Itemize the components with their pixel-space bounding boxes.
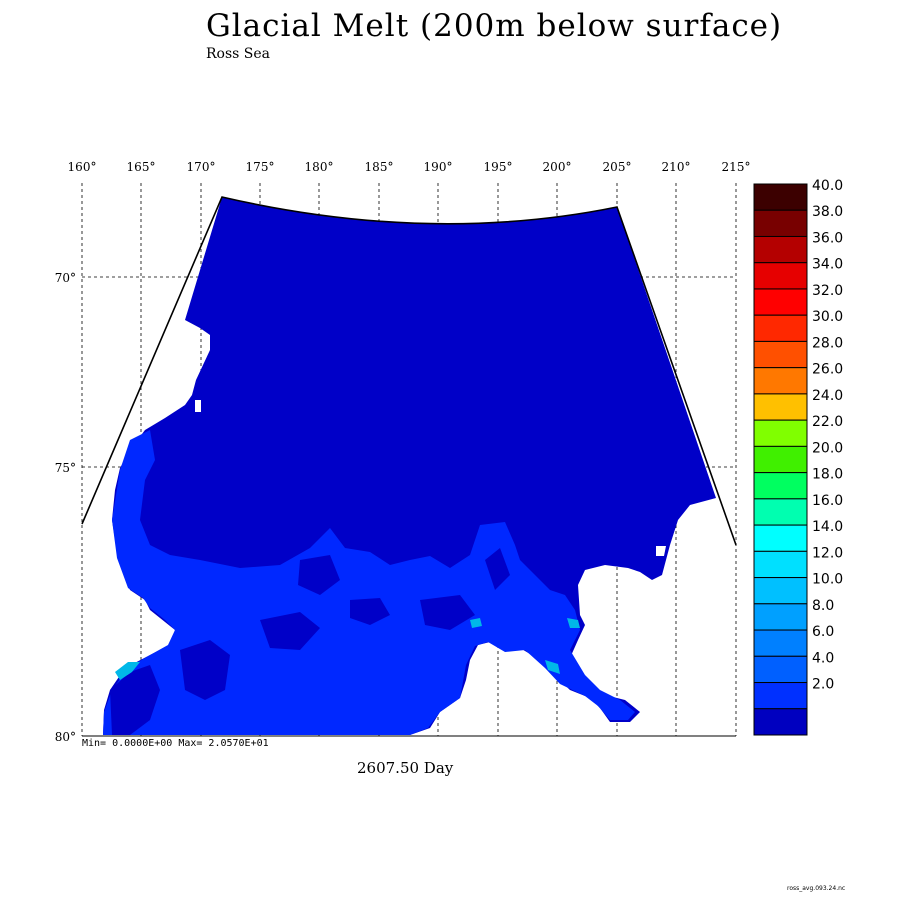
colorbar-swatch bbox=[753, 393, 808, 421]
chart-subtitle: Ross Sea bbox=[206, 46, 271, 62]
lon-tick: 180° bbox=[305, 160, 334, 174]
lon-tick: 160° bbox=[68, 160, 97, 174]
lon-tick-labels: 160° 165° 170° 175° 180° 185° 190° 195° … bbox=[68, 160, 751, 174]
lat-tick: 80° bbox=[55, 730, 76, 744]
lat-tick: 75° bbox=[55, 461, 76, 475]
lon-tick: 170° bbox=[187, 160, 216, 174]
lon-tick: 195° bbox=[484, 160, 513, 174]
ocean-streaks bbox=[110, 548, 510, 735]
colorbar-swatch bbox=[753, 419, 808, 447]
colorbar-label: 20.0 bbox=[812, 440, 843, 456]
colorbar-label: 28.0 bbox=[812, 335, 843, 351]
lon-tick: 190° bbox=[424, 160, 453, 174]
min-max-stats: Min= 0.0000E+00 Max= 2.0570E+01 bbox=[82, 738, 269, 749]
colorbar-swatch bbox=[753, 524, 808, 552]
lon-tick: 205° bbox=[603, 160, 632, 174]
colorbar-label: 2.0 bbox=[812, 677, 834, 693]
colorbar-label: 10.0 bbox=[812, 572, 843, 588]
colorbar-swatch bbox=[753, 183, 808, 211]
colorbar-label: 38.0 bbox=[812, 204, 843, 220]
filename-label: ross_avg.093.24.nc bbox=[787, 885, 846, 892]
colorbar-swatch bbox=[753, 445, 808, 474]
colorbar-label: 40.0 bbox=[812, 178, 843, 194]
colorbar-label: 4.0 bbox=[812, 650, 834, 666]
lon-tick: 200° bbox=[543, 160, 572, 174]
colorbar-label: 18.0 bbox=[812, 467, 843, 483]
colorbar-swatch bbox=[753, 367, 808, 395]
colorbar-swatch bbox=[753, 288, 808, 316]
colorbar-swatch bbox=[753, 262, 808, 290]
chart-title: Glacial Melt (200m below surface) bbox=[206, 8, 783, 44]
high-melt-spots bbox=[115, 618, 580, 680]
map-boundary bbox=[81, 196, 737, 546]
lon-tick: 185° bbox=[365, 160, 394, 174]
lon-tick: 165° bbox=[127, 160, 156, 174]
colorbar-label: 6.0 bbox=[812, 624, 834, 640]
colorbar-swatch bbox=[753, 498, 808, 526]
colorbar-swatch bbox=[753, 550, 808, 579]
colorbar-label: 34.0 bbox=[812, 257, 843, 273]
colorbar-label: 32.0 bbox=[812, 283, 843, 299]
colorbar-swatch bbox=[753, 655, 808, 684]
colorbar-swatch bbox=[753, 577, 808, 605]
lon-tick: 210° bbox=[662, 160, 691, 174]
colorbar-label: 30.0 bbox=[812, 309, 843, 325]
lon-tick: 215° bbox=[722, 160, 751, 174]
colorbar-swatch bbox=[753, 629, 808, 657]
colorbar-swatch bbox=[753, 340, 808, 369]
lat-tick-labels: 70° 75° 80° bbox=[55, 271, 76, 744]
lat-tick: 70° bbox=[55, 271, 76, 285]
colorbar-label: 16.0 bbox=[812, 493, 843, 509]
colorbar-swatch bbox=[753, 708, 808, 736]
lon-tick: 175° bbox=[246, 160, 275, 174]
colorbar-label: 36.0 bbox=[812, 230, 843, 246]
colorbar-swatch bbox=[753, 314, 808, 342]
colorbar-swatch bbox=[753, 472, 808, 500]
colorbar-label: 14.0 bbox=[812, 519, 843, 535]
colorbar-label: 8.0 bbox=[812, 598, 834, 614]
colorbar-swatch bbox=[753, 682, 808, 710]
colorbar-label: 12.0 bbox=[812, 545, 843, 561]
melt-zone bbox=[103, 430, 635, 735]
colorbar-swatch bbox=[753, 235, 808, 264]
colorbar-label: 26.0 bbox=[812, 362, 843, 378]
time-label: 2607.50 Day bbox=[357, 759, 454, 777]
colorbar-label: 24.0 bbox=[812, 388, 843, 404]
colorbar-swatch bbox=[753, 603, 808, 631]
colorbar: 40.0 38.0 36.0 34.0 32.0 30.0 28.0 26.0 24.0 22.0… bbox=[753, 178, 843, 736]
colorbar-swatch bbox=[753, 209, 808, 237]
colorbar-label: 22.0 bbox=[812, 414, 843, 430]
